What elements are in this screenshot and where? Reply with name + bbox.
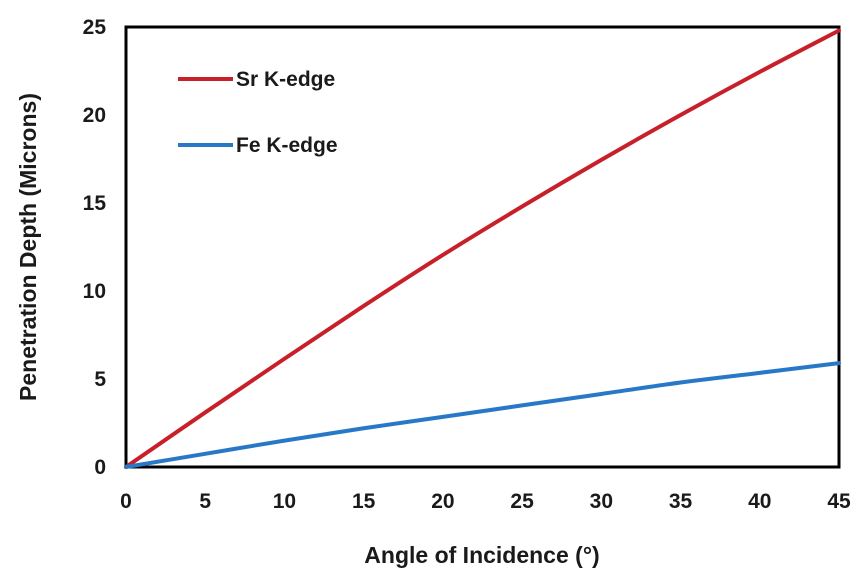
y-tick-label: 5: [94, 368, 106, 391]
x-axis-title: Angle of Incidence (°): [364, 542, 599, 568]
y-tick-label: 20: [83, 104, 106, 127]
y-tick-label: 0: [94, 456, 106, 479]
x-tick-label: 45: [827, 490, 851, 513]
y-tick-label: 15: [83, 192, 107, 215]
legend: Sr K-edge Fe K-edge: [178, 68, 338, 157]
series-line-sr-k-edge: [124, 28, 841, 469]
x-tick-label: 30: [590, 490, 613, 513]
x-tick-label: 15: [352, 490, 376, 513]
x-tick-label: 5: [199, 490, 211, 513]
x-tick-label: 25: [510, 490, 534, 513]
series-line-fe-k-edge: [124, 361, 841, 469]
legend-label: Sr K-edge: [236, 68, 335, 91]
plot-area: [124, 25, 841, 469]
y-tick-label: 25: [83, 16, 107, 39]
legend-label: Fe K-edge: [236, 134, 338, 157]
y-tick-label: 10: [83, 280, 106, 303]
x-tick-label: 0: [120, 490, 132, 513]
y-axis-title: Penetration Depth (Microns): [15, 93, 41, 401]
x-tick-label: 40: [748, 490, 771, 513]
x-tick-label: 20: [431, 490, 454, 513]
x-tick-label: 35: [669, 490, 693, 513]
series-lines: [124, 28, 841, 469]
x-axis-ticks: 0 5 10 15 20 25 30 35 40 45: [120, 490, 851, 513]
y-axis-ticks: 0 5 10 15 20 25: [83, 16, 107, 479]
x-tick-label: 10: [273, 490, 296, 513]
